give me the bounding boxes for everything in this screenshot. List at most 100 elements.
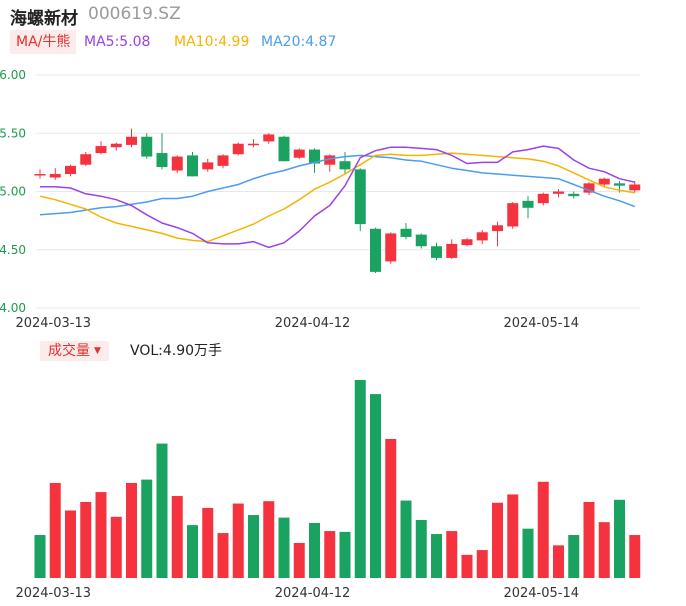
stock-name: 海螺新材 [10,9,78,29]
candle-up [110,143,122,148]
date-tick-label: 2024-05-14 [503,586,579,601]
volume-bar-down [156,443,168,578]
volume-bar-up [171,496,183,578]
candle-up [171,156,183,171]
volume-bar-down [187,525,198,578]
volume-bar-up [553,545,564,578]
volume-bar-up [80,501,92,578]
volume-tab-label: 成交量 [48,343,90,359]
volume-bar-up [598,522,610,578]
volume-bar-up [476,550,488,578]
volume-bar-down [278,517,290,578]
volume-bar-down [400,500,412,578]
candle-down [278,136,290,162]
candle-up [461,239,473,246]
candle-down [522,200,534,208]
volume-bar-up [110,516,122,578]
volume-bar-down [309,522,320,578]
ma20-line [39,154,636,216]
date-tick-label: 2024-05-14 [503,316,579,331]
candle-up [263,134,275,142]
volume-indicator-tab[interactable]: 成交量 ▼ [40,341,109,361]
volume-bar-up [537,481,549,578]
volume-bar-down [522,528,534,578]
candle-up [202,162,214,170]
caret-down-icon: ▼ [94,346,101,356]
candle-down [354,169,366,225]
candle-down [156,153,168,168]
ma10-line [39,152,635,243]
candle-up [446,243,458,258]
candle-up [34,174,46,176]
volume-bar-down [354,380,366,578]
volume-bar-up [232,503,244,578]
date-tick-label: 2024-04-12 [275,586,351,601]
candle-down [568,193,580,197]
volume-bar-up [583,501,595,578]
candle-down [415,234,427,247]
volume-bar-up [49,482,61,578]
candle-up [293,149,305,158]
volume-bar-down [415,519,427,578]
candle-down [309,149,320,164]
volume-bar-up [65,510,76,578]
volume-bar-up [263,501,275,578]
candle-up [492,225,503,232]
candle-up [598,178,610,185]
volume-bar-up [492,502,503,578]
volume-bar-down [339,531,351,578]
volume-bar-up [629,535,641,578]
candle-down [187,155,198,177]
volume-bar-up [507,494,519,578]
date-tick-label: 2024-03-13 [15,586,91,601]
candle-up [65,165,76,175]
candle-down [614,183,625,186]
volume-value: VOL:4.90万手 [130,343,223,359]
candle-up [476,232,488,241]
candle-down [400,228,412,237]
candle-up [80,154,92,165]
volume-bar-down [614,499,625,578]
candle-up [248,143,259,146]
volume-bar-down [431,534,442,578]
price-tick-label: 4.50 [0,243,26,257]
ma-indicator-tab[interactable]: MA/牛熊 [10,30,77,54]
candle-up [95,146,107,154]
ma5-legend: MA5:5.08 [84,34,151,50]
volume-bar-down [248,515,259,578]
candle-up [629,184,641,191]
volume-bar-up [293,542,305,578]
candle-up [553,191,564,194]
price-tick-label: 5.50 [0,126,26,140]
candle-up [324,155,336,165]
date-tick-label: 2024-03-13 [15,316,91,331]
stock-code: 000619.SZ [88,4,181,24]
volume-bar-down [568,535,580,578]
candle-up [217,155,229,166]
candle-up [537,193,549,204]
candle-up [385,233,397,262]
volume-bar-down [141,479,153,578]
ma20-legend: MA20:4.87 [261,34,337,50]
candle-up [507,203,519,227]
volume-bar-up [324,531,336,578]
volume-bar-up [446,531,458,578]
volume-bar-down [370,394,381,578]
candle-down [431,246,442,258]
price-tick-label: 6.00 [0,68,26,82]
candle-down [141,136,153,157]
volume-bar-up [385,439,397,578]
price-tick-label: 5.00 [0,185,26,199]
candle-down [339,161,351,170]
date-tick-label: 2024-04-12 [275,316,351,331]
volume-bar-up [202,507,214,578]
candle-up [49,174,61,178]
volume-bar-up [217,533,229,578]
volume-bar-up [461,554,473,578]
ma5-line [40,145,635,249]
volume-bar-down [34,535,46,578]
candle-up [583,183,595,193]
volume-bar-up [95,492,107,578]
candle-up [126,136,137,145]
